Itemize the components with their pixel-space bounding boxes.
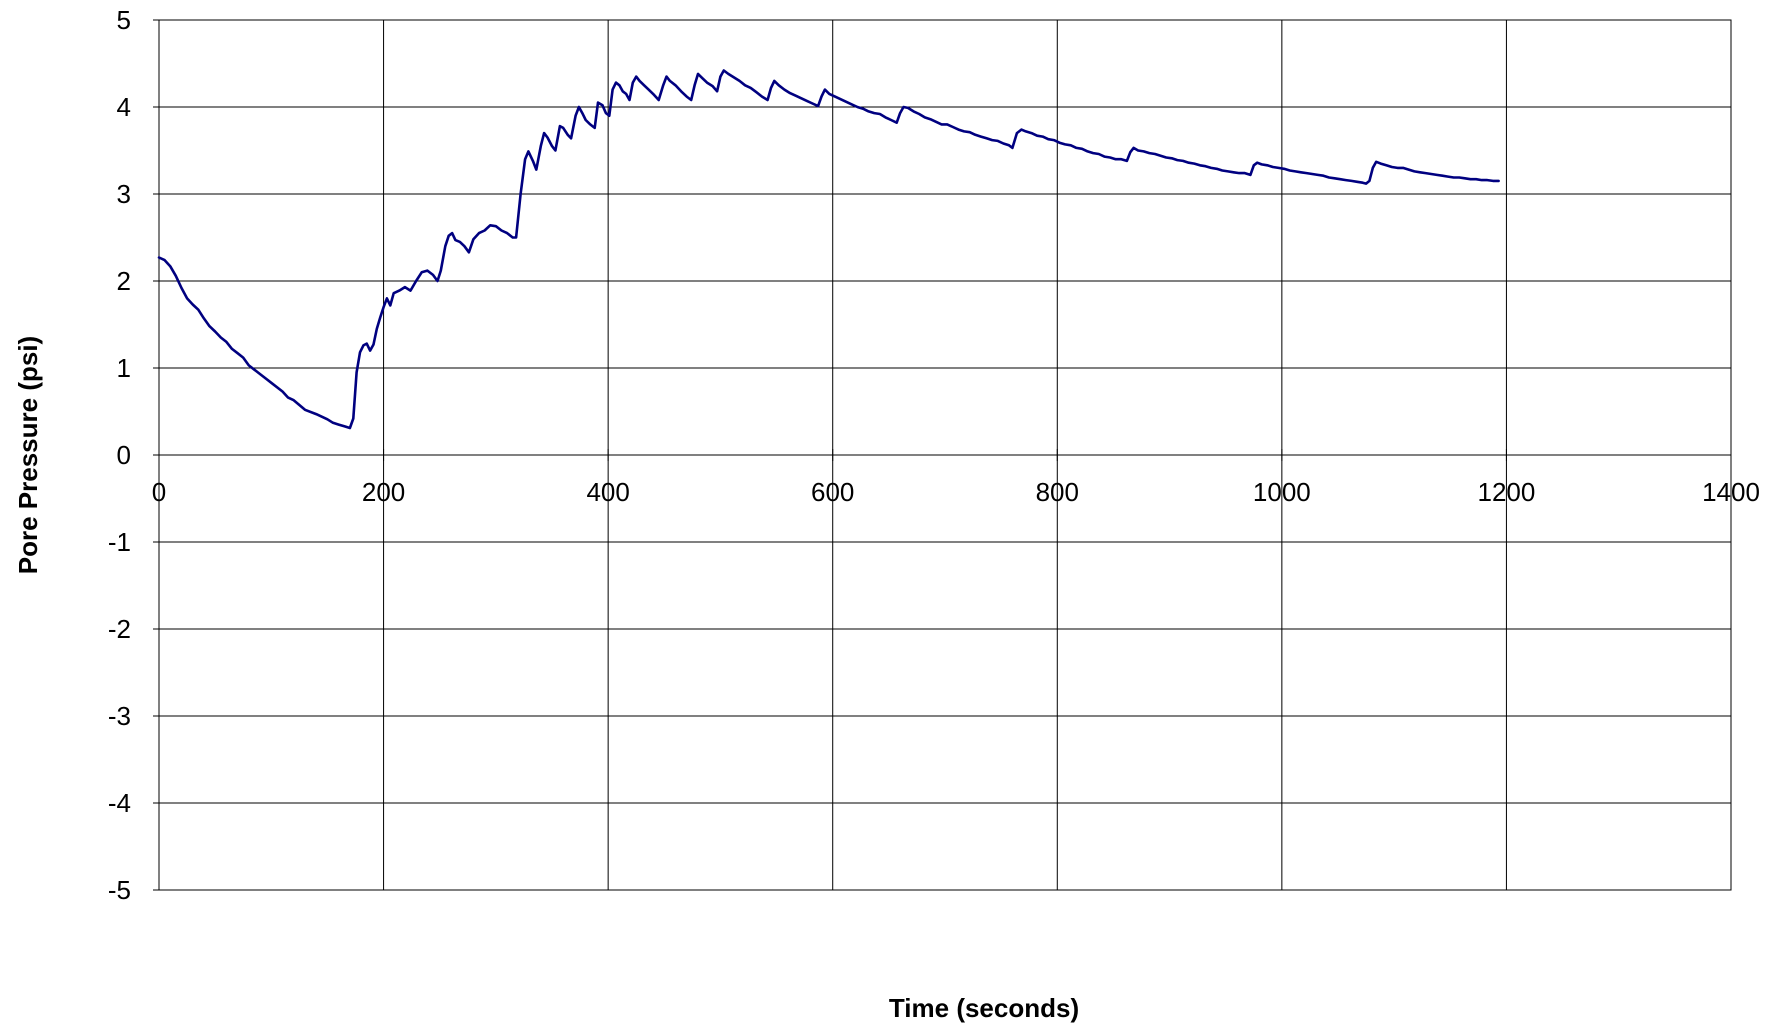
y-tick-label: -4: [108, 788, 131, 818]
x-tick-label: 1400: [1702, 477, 1760, 507]
x-tick-label: 800: [1036, 477, 1079, 507]
series-line: [157, 69, 1500, 430]
y-tick-label: -1: [108, 527, 131, 557]
y-tick-label: 3: [117, 179, 131, 209]
y-axis-tick-labels: 5 4 3 2 1 0 -1 -2 -3 -4 -5: [108, 5, 159, 905]
y-axis-title: Pore Pressure (psi): [13, 336, 43, 574]
y-tick-label: 4: [117, 92, 131, 122]
x-axis-title: Time (seconds): [889, 993, 1079, 1023]
x-tick-label: 0: [152, 477, 166, 507]
x-axis-tick-labels: 0 200 400 600 800 1000 1200 1400: [152, 449, 1760, 507]
x-tick-label: 1000: [1253, 477, 1311, 507]
y-tick-label: -2: [108, 614, 131, 644]
y-tick-label: -5: [108, 875, 131, 905]
y-tick-label: -3: [108, 701, 131, 731]
gridlines: [158, 19, 1732, 891]
y-tick-label: 1: [117, 353, 131, 383]
x-tick-label: 200: [362, 477, 405, 507]
x-tick-label: 400: [586, 477, 629, 507]
y-tick-label: 0: [117, 440, 131, 470]
x-tick-label: 600: [811, 477, 854, 507]
series-group: [157, 69, 1500, 430]
x-tick-label: 1200: [1478, 477, 1536, 507]
y-tick-label: 5: [117, 5, 131, 35]
y-tick-label: 2: [117, 266, 131, 296]
